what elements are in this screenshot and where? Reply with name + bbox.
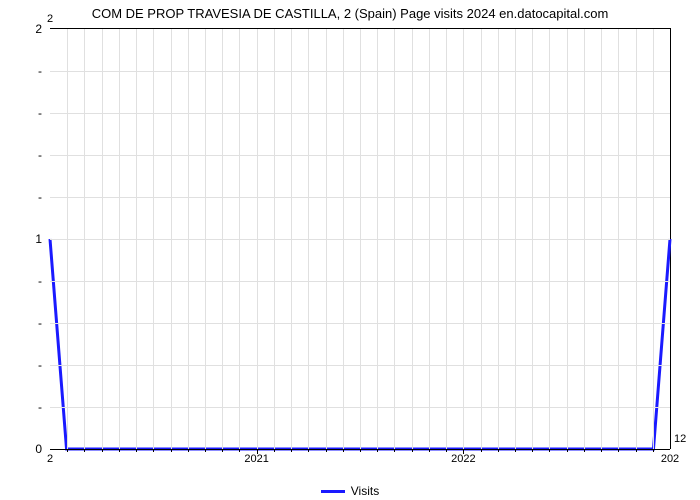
x-tick-minor [429, 449, 430, 452]
y-tick-label: 2 [35, 22, 42, 36]
grid-h [50, 113, 670, 114]
x-bottom-start-label: 2 [47, 453, 53, 465]
y-tick-label: 1 [35, 232, 42, 246]
y-tick-label: 0 [35, 442, 42, 456]
x-tick-minor [515, 449, 516, 452]
x-tick-mark [463, 449, 464, 454]
x-tick-minor [394, 449, 395, 452]
grid-h [50, 155, 670, 156]
legend: Visits [0, 480, 700, 499]
x-tick-minor [136, 449, 137, 452]
legend-swatch [321, 490, 345, 493]
y-tick-minor: - [38, 400, 42, 414]
x-tick-minor [481, 449, 482, 452]
y-tick-minor: - [38, 190, 42, 204]
x-tick-minor [188, 449, 189, 452]
x-tick-minor [119, 449, 120, 452]
x-tick-minor [171, 449, 172, 452]
x-tick-minor [567, 449, 568, 452]
x-tick-minor [446, 449, 447, 452]
y-tick-minor: - [38, 316, 42, 330]
x-tick-minor [308, 449, 309, 452]
grid-h [50, 365, 670, 366]
x-tick-minor [498, 449, 499, 452]
x-tick-minor [549, 449, 550, 452]
y-tick-minor: - [38, 274, 42, 288]
chart-title: COM DE PROP TRAVESIA DE CASTILLA, 2 (Spa… [0, 6, 700, 21]
y-tick-minor: - [38, 358, 42, 372]
x-tick-minor [239, 449, 240, 452]
x-top-start-label: 2 [47, 13, 53, 25]
x-tick-minor [584, 449, 585, 452]
grid-h [50, 71, 670, 72]
x-tick-label: 2021 [244, 453, 268, 465]
x-tick-minor [377, 449, 378, 452]
grid-h [50, 281, 670, 282]
y-tick-minor: - [38, 64, 42, 78]
x-tick-minor [326, 449, 327, 452]
x-tick-minor [343, 449, 344, 452]
plot-area: 012--------202120222220212 [50, 28, 671, 449]
x-bottom-end-label: 202 [661, 453, 679, 465]
y-tick-minor: - [38, 106, 42, 120]
chart-container: COM DE PROP TRAVESIA DE CASTILLA, 2 (Spa… [0, 0, 700, 500]
x-tick-minor [84, 449, 85, 452]
x-tick-minor [532, 449, 533, 452]
x-tick-minor [291, 449, 292, 452]
x-tick-minor [636, 449, 637, 452]
x-tick-minor [618, 449, 619, 452]
x-tick-minor [102, 449, 103, 452]
legend-item-visits: Visits [321, 484, 379, 498]
y-tick-minor: - [38, 148, 42, 162]
grid-h [50, 407, 670, 408]
legend-label: Visits [351, 484, 379, 498]
x-tick-minor [601, 449, 602, 452]
x-tick-minor [205, 449, 206, 452]
x-tick-mark [257, 449, 258, 454]
x-tick-minor [153, 449, 154, 452]
x-tick-minor [67, 449, 68, 452]
grid-h [50, 239, 670, 240]
x-tick-minor [653, 449, 654, 452]
x-tick-label: 2022 [451, 453, 475, 465]
x-tick-minor [222, 449, 223, 452]
x-tick-minor [412, 449, 413, 452]
x-tick-minor [360, 449, 361, 452]
x-tick-minor [274, 449, 275, 452]
grid-h [50, 197, 670, 198]
right-bottom-label: 12 [674, 433, 686, 445]
grid-h [50, 323, 670, 324]
